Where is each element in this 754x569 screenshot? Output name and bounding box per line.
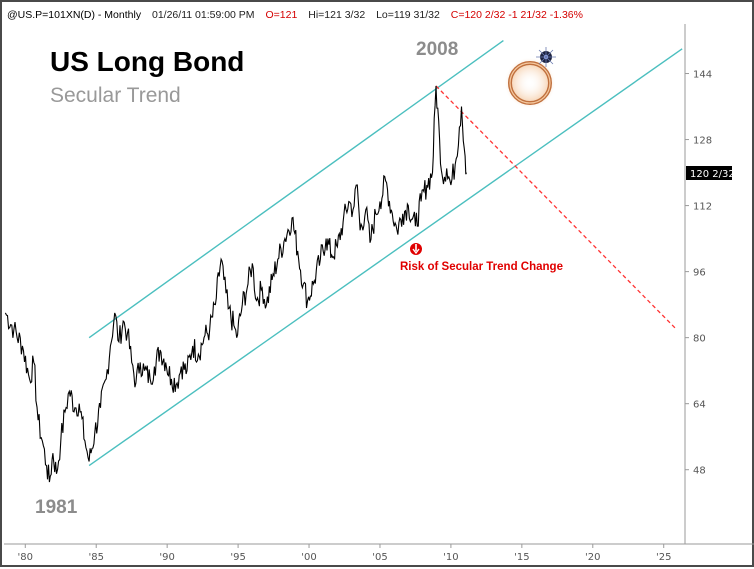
x-tick-label: '25 xyxy=(656,552,671,563)
annotation-1981: 1981 xyxy=(35,497,78,518)
y-tick-label: 96 xyxy=(693,268,706,279)
x-tick-label: '15 xyxy=(514,552,529,563)
last-price-label: 120 2/32 xyxy=(690,169,735,180)
channel-upper-line xyxy=(88,39,504,339)
y-tick-label: 112 xyxy=(693,202,712,213)
x-tick-label: '20 xyxy=(585,552,600,563)
x-tick-label: '85 xyxy=(88,552,103,563)
price-series xyxy=(4,85,468,483)
x-tick-label: '80 xyxy=(18,552,33,563)
annotation-2008: 2008 xyxy=(416,39,458,60)
x-tick-label: '00 xyxy=(301,552,316,563)
x-axis: '80 '85 '90 '95 '00 '05 '10 '15 '20 '25 xyxy=(18,544,671,563)
header-symbol: @US.P=101XN(D) - Monthly xyxy=(7,9,142,21)
x-tick-label: '90 xyxy=(159,552,174,563)
y-axis: 48 64 80 96 112 128 144 xyxy=(685,70,712,477)
y-tick-label: 64 xyxy=(693,400,706,411)
annotation-risk: Risk of Secular Trend Change xyxy=(400,261,563,273)
x-tick-label: '10 xyxy=(443,552,458,563)
y-tick-label: 128 xyxy=(693,136,712,147)
x-tick-label: '05 xyxy=(372,552,387,563)
y-tick-label: 144 xyxy=(693,70,712,81)
projection-dashed-line xyxy=(435,85,677,330)
last-price-tag: 120 2/32 xyxy=(686,166,735,180)
header-datetime: 01/26/11 01:59:00 PM xyxy=(152,9,255,21)
header-low: Lo=119 31/32 xyxy=(376,9,440,21)
trend-channel xyxy=(88,39,683,467)
ring-graphic xyxy=(504,47,556,109)
chart-subtitle: Secular Trend xyxy=(50,84,181,107)
svg-text:@US.P=101XN(D) - Monthly 0: @US.P=101XN(D) - Monthly 01/26/11 01:59:… xyxy=(7,9,583,21)
channel-lower-line xyxy=(88,48,683,467)
warning-icon xyxy=(410,243,422,255)
y-tick-label: 80 xyxy=(693,334,706,345)
header-high: Hi=121 3/32 xyxy=(308,9,365,21)
y-tick-label: 48 xyxy=(693,466,706,477)
header-open: O=121 xyxy=(265,9,297,21)
chart-title: US Long Bond xyxy=(50,46,244,77)
x-tick-label: '95 xyxy=(230,552,245,563)
header-close-change: C=120 2/32 -1 21/32 -1.36% xyxy=(451,9,583,21)
projection-line xyxy=(435,85,677,330)
price-line xyxy=(4,85,468,483)
